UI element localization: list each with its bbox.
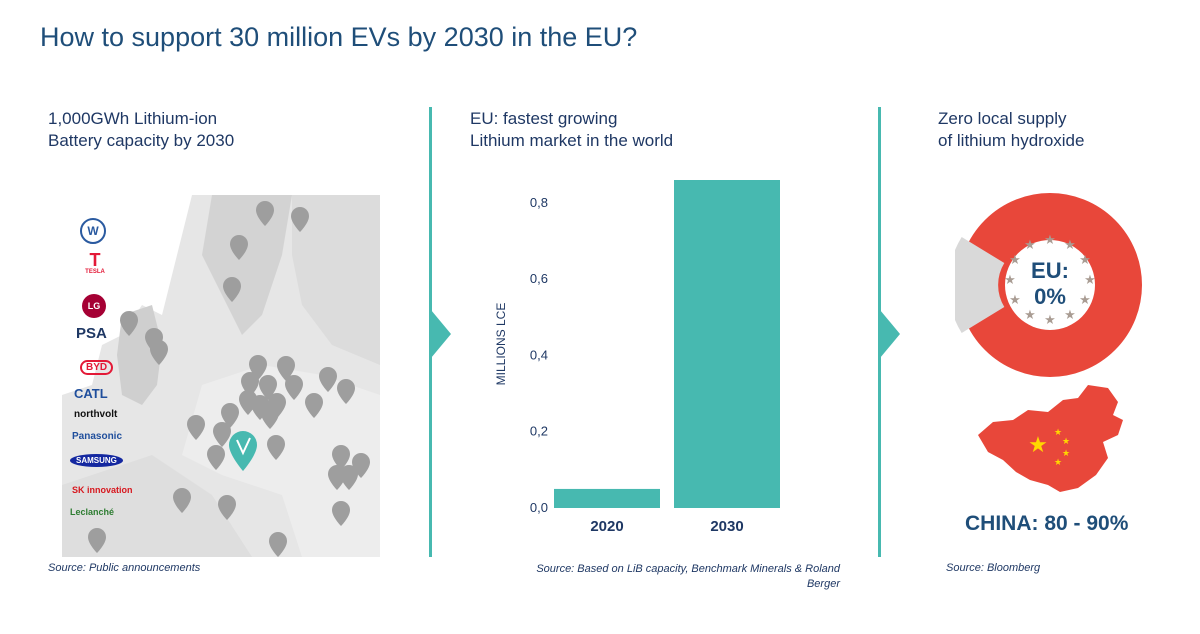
- eu-share-label: EU: 0%: [1000, 258, 1100, 310]
- psa-logo: PSA: [76, 325, 107, 342]
- arrow-right-icon-2: [880, 310, 900, 358]
- samsung-logo: SAMSUNG: [70, 454, 123, 467]
- vw-logo: W: [80, 218, 106, 244]
- svg-text:★: ★: [1054, 428, 1062, 438]
- y-tick-label: 0,0: [530, 500, 548, 515]
- supply-donut-chart: ★ ★★★ ★★★★ ★★★★: [955, 193, 1142, 377]
- arrow-right-icon: [431, 310, 451, 358]
- svg-text:★: ★: [1064, 308, 1076, 323]
- china-share-label: CHINA: 80 - 90%: [965, 512, 1129, 535]
- svg-text:★: ★: [1064, 238, 1076, 253]
- eu-stars-icon: ★ ★★★ ★★★★ ★★★★: [1004, 233, 1096, 328]
- right-heading-line2: of lithium hydroxide: [938, 131, 1085, 150]
- svg-text:★: ★: [1004, 273, 1016, 288]
- catl-logo: CATL: [74, 386, 108, 401]
- y-tick-label: 0,8: [530, 195, 548, 210]
- leclanche-logo: Leclanché: [70, 507, 115, 517]
- divider-left: [429, 107, 432, 557]
- right-panel-heading: Zero local supply of lithium hydroxide: [938, 108, 1084, 152]
- panasonic-logo: Panasonic: [72, 431, 123, 442]
- middle-source-line1: Source: Based on LiB capacity, Benchmark…: [536, 563, 840, 575]
- lg-logo: LG: [82, 294, 106, 318]
- page-title: How to support 30 million EVs by 2030 in…: [40, 22, 638, 52]
- tesla-logo: T TESLA: [85, 250, 105, 275]
- lithium-demand-bar-chart: 0,0 0,2 0,4 0,6 0,8 MILLIONS LCE 2020 2030: [494, 180, 780, 535]
- x-tick-label: 2020: [590, 518, 623, 535]
- right-heading-line1: Zero local supply: [938, 109, 1067, 128]
- svg-text:★: ★: [1062, 449, 1070, 459]
- byd-logo: BYD: [80, 360, 114, 375]
- y-tick-label: 0,6: [530, 271, 548, 286]
- x-tick-label: 2030: [710, 518, 743, 535]
- sk-innovation-logo: SK innovation: [72, 485, 133, 495]
- middle-panel-heading: EU: fastest growing Lithium market in th…: [470, 108, 673, 152]
- donut-gray-segment: [955, 236, 1005, 334]
- svg-text:★: ★: [1028, 433, 1048, 458]
- right-source: Source: Bloomberg: [946, 562, 1041, 574]
- eu-label-line2: 0%: [1034, 284, 1066, 309]
- svg-text:★: ★: [1024, 238, 1036, 253]
- svg-text:★: ★: [1079, 253, 1091, 268]
- middle-heading-line2: Lithium market in the world: [470, 131, 674, 150]
- divider-right: [878, 107, 881, 557]
- left-panel-heading: 1,000GWh Lithium-ion Battery capacity by…: [48, 108, 234, 152]
- eu-label-line1: EU:: [1031, 258, 1069, 283]
- middle-heading-line1: EU: fastest growing: [470, 109, 618, 128]
- europe-map-graphic: [62, 195, 380, 557]
- left-source: Source: Public announcements: [48, 562, 201, 574]
- middle-source: Source: Based on LiB capacity, Benchmark…: [490, 562, 840, 592]
- location-pins: [88, 201, 370, 557]
- svg-text:★: ★: [1044, 233, 1056, 248]
- europe-map: W T TESLA LG PSA BYD CATL northvolt Pana…: [62, 195, 380, 557]
- svg-text:★: ★: [1084, 273, 1096, 288]
- svg-text:★: ★: [1079, 293, 1091, 308]
- svg-text:★: ★: [1054, 458, 1062, 468]
- left-heading-line2: Battery capacity by 2030: [48, 131, 235, 150]
- left-heading-line1: 1,000GWh Lithium-ion: [48, 109, 218, 128]
- svg-text:★: ★: [1062, 437, 1070, 447]
- china-map-icon: ★ ★★ ★★: [978, 385, 1123, 492]
- northvolt-logo: northvolt: [74, 409, 118, 420]
- y-tick-label: 0,2: [530, 424, 548, 439]
- bar-2030: [674, 180, 780, 508]
- y-axis-label: MILLIONS LCE: [494, 303, 508, 386]
- y-tick-label: 0,4: [530, 347, 548, 362]
- bar-2020: [554, 488, 660, 508]
- svg-text:★: ★: [1044, 313, 1056, 328]
- middle-source-line2: Berger: [806, 578, 840, 590]
- svg-text:★: ★: [1024, 308, 1036, 323]
- svg-text:★: ★: [1009, 293, 1021, 308]
- company-location-marker: [229, 431, 257, 471]
- svg-text:★: ★: [1009, 253, 1021, 268]
